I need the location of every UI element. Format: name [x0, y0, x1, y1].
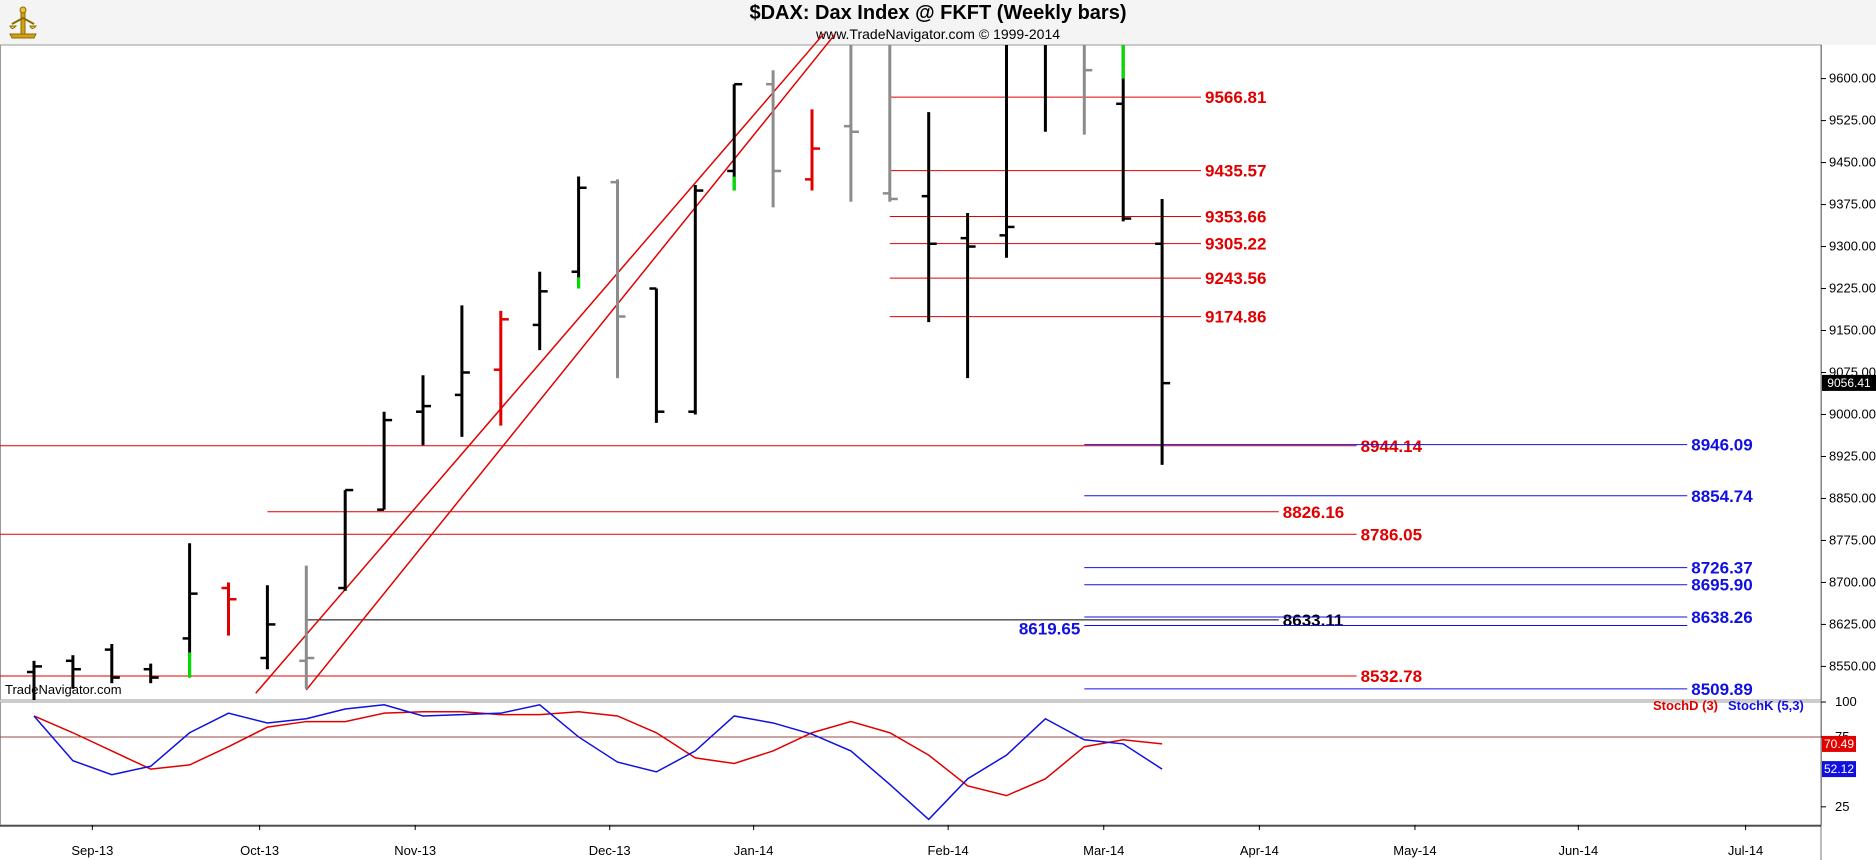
trendline	[255, 33, 825, 694]
price-tick-label: 8700.00	[1829, 574, 1876, 589]
chart-subtitle: www.TradeNavigator.com © 1999-2014	[815, 26, 1061, 42]
date-tick-label: Jun-14	[1558, 843, 1598, 858]
red-level-label: 9566.81	[1205, 88, 1266, 107]
date-tick-label: Nov-13	[394, 843, 436, 858]
price-tick-label: 9525.00	[1829, 113, 1876, 128]
watermark-text: TradeNavigator.com	[5, 682, 122, 697]
last-price-badge	[1822, 374, 1876, 391]
blue-level-label: 8726.37	[1691, 559, 1752, 578]
red-level-label: 9305.22	[1205, 235, 1266, 254]
trendline	[305, 33, 836, 691]
chart-title: $DAX: Dax Index @ FKFT (Weekly bars)	[749, 2, 1127, 24]
stoch-tick-label: 100	[1835, 694, 1857, 709]
date-tick-label: Oct-13	[240, 843, 279, 858]
blue-level-label: 8946.09	[1691, 436, 1752, 455]
stochastic-panel-frame	[0, 701, 1822, 826]
blue-level-label: 8638.26	[1691, 608, 1752, 627]
price-tick-label: 9000.00	[1829, 406, 1876, 421]
blue-level-label: 8695.90	[1691, 576, 1752, 595]
stochk-value-label: 52.12	[1824, 762, 1854, 776]
black-level-label: 8633.11	[1283, 611, 1344, 630]
red-level-label: 9174.86	[1205, 308, 1266, 327]
red-level-label: 8826.16	[1283, 503, 1344, 522]
price-tick-label: 9450.00	[1829, 155, 1876, 170]
price-panel-frame	[0, 44, 1822, 701]
blue-level-label: 8509.89	[1691, 680, 1752, 699]
red-level-label: 8532.78	[1361, 667, 1422, 686]
stochd-line	[33, 711, 1163, 797]
date-tick-label: Mar-14	[1083, 843, 1124, 858]
price-tick-label: 9375.00	[1829, 197, 1876, 212]
stochd-value-label: 70.49	[1824, 737, 1854, 751]
red-level-label: 9353.66	[1205, 207, 1266, 226]
date-tick-label: May-14	[1393, 843, 1436, 858]
price-tick-label: 8550.00	[1829, 658, 1876, 673]
red-level-label: 8944.14	[1361, 437, 1423, 456]
price-tick-label: 8625.00	[1829, 616, 1876, 631]
red-level-label: 9243.56	[1205, 269, 1266, 288]
stoch-tick-label: 25	[1835, 799, 1849, 814]
tradenavigator-logo-icon	[9, 6, 38, 39]
price-tick-label: 9150.00	[1829, 323, 1876, 338]
price-tick-label: 8850.00	[1829, 490, 1876, 505]
price-tick-label: 9225.00	[1829, 281, 1876, 296]
stochk-value-badge	[1822, 761, 1856, 778]
red-level-label: 8786.05	[1361, 525, 1422, 544]
stochk-line	[33, 703, 1163, 821]
stochd-legend: StochD (3)	[1653, 698, 1718, 713]
blue-level-label: 8619.65	[1019, 619, 1080, 638]
price-tick-label: 9600.00	[1829, 71, 1876, 86]
date-tick-label: Jul-14	[1728, 843, 1763, 858]
date-tick-label: Dec-13	[589, 843, 631, 858]
date-tick-label: Sep-13	[71, 843, 113, 858]
date-tick-label: Feb-14	[928, 843, 969, 858]
price-tick-label: 8775.00	[1829, 532, 1876, 547]
price-tick-label: 8925.00	[1829, 448, 1876, 463]
stochk-legend: StochK (5,3)	[1728, 698, 1804, 713]
last-price-label: 9056.41	[1827, 376, 1871, 390]
date-tick-label: Apr-14	[1240, 843, 1279, 858]
price-tick-label: 9300.00	[1829, 239, 1876, 254]
red-level-label: 9435.57	[1205, 162, 1266, 181]
date-tick-label: Jan-14	[734, 843, 774, 858]
stochd-value-badge	[1822, 735, 1856, 752]
chart-header: $DAX: Dax Index @ FKFT (Weekly bars) www…	[0, 0, 1876, 45]
blue-level-label: 8854.74	[1691, 487, 1753, 506]
